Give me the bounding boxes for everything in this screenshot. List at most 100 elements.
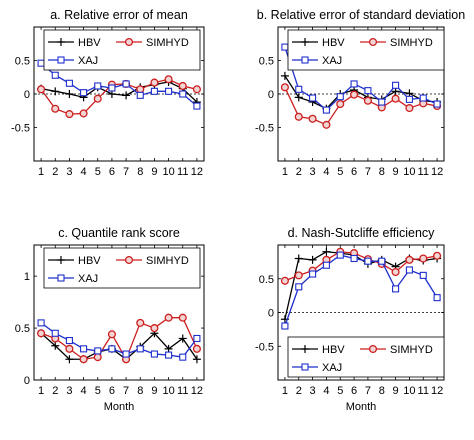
panel-d-xaj-point — [281, 322, 289, 330]
panel-a-xaj-point — [51, 71, 59, 79]
panel-d-ytick-label: -0.5 — [255, 341, 274, 353]
panel-c-legend: HBV SIMHYD XAJ — [43, 247, 201, 289]
panel-c-xaj-point — [94, 347, 102, 355]
panel-b-simhyd-point — [405, 104, 414, 113]
panel-b-legend-hbv-label: HBV — [322, 37, 345, 49]
panel-c-axes-box — [33, 244, 205, 381]
panel-d-simhyd-point — [419, 254, 428, 263]
panel-d-legend-box — [287, 336, 445, 378]
panel-a-xtick-label: 9 — [151, 166, 157, 178]
panel-d-xaj-point — [350, 254, 358, 263]
panel-b-simhyd-point — [391, 94, 400, 103]
panel-b-xtick-label: 11 — [418, 166, 429, 178]
panel-b-xtick-label: 3 — [310, 166, 316, 178]
panel-d-xaj-point — [392, 285, 400, 293]
panel-c-hbv-line — [40, 332, 198, 361]
panel-b-hbv-line — [284, 75, 438, 110]
panel-d-xtick-label: 4 — [323, 385, 329, 397]
panel-a-hbv-point — [51, 87, 60, 96]
panel-b-xaj-point — [392, 81, 400, 89]
panel-b-simhyd-line — [284, 87, 438, 126]
panel-a-xaj-point — [165, 87, 173, 95]
panel-b-xaj-point — [350, 80, 358, 88]
panel-d-xtick-label: 10 — [403, 385, 415, 397]
panel-c-hbv-point — [51, 341, 60, 350]
panel-c-simhyd-point — [107, 330, 116, 339]
panel-b-simhyd-point — [294, 112, 303, 121]
panel-b-simhyd-point — [363, 96, 372, 105]
panel-b-simhyd-point — [280, 83, 289, 92]
panel-a-simhyd-point — [136, 85, 145, 94]
panel-a-simhyd-point — [178, 81, 187, 91]
panel-c-xaj-point — [122, 350, 130, 358]
panel-a-title: a. Relative error of mean — [50, 8, 188, 22]
panel-b-xaj-point — [433, 100, 441, 108]
panel-d-hbv-point — [308, 255, 317, 264]
panel-d-ytick-label: 0.5 — [259, 274, 274, 286]
panel-b-xtick-label: 7 — [365, 166, 371, 178]
panel-a-legend-xaj-marker — [57, 56, 65, 64]
panel-d-xaj-point — [295, 283, 303, 291]
panel-c-simhyd-point — [178, 313, 187, 322]
panel-a-xtick-label: 4 — [81, 166, 87, 178]
panel-d-xtick-label: 7 — [365, 385, 371, 397]
panel-d-xtick-label: 12 — [431, 385, 443, 397]
panel-a-legend-xaj-label: XAJ — [78, 55, 98, 67]
panel-d-legend-hbv-marker — [301, 345, 309, 353]
panel-d-xtick-label: 3 — [310, 385, 316, 397]
panel-b-xaj-point — [309, 94, 317, 102]
panel-c-legend-hbv-label: HBV — [78, 255, 101, 267]
panel-d-simhyd-point — [405, 255, 414, 264]
panel-b-xaj-point — [281, 43, 289, 51]
panel-b-simhyd-point — [308, 114, 317, 123]
panel-b-title: b. Relative error of standard deviation — [257, 8, 465, 22]
panel-a-simhyd-point — [150, 78, 159, 87]
panel-d-xtick-label: 9 — [393, 385, 399, 397]
panel-c-xaj-point — [179, 353, 187, 361]
panel-d-xtick-label: 6 — [351, 385, 357, 397]
panel-d-xaj-point — [322, 261, 330, 269]
panel-d-legend-xaj-label: XAJ — [322, 362, 342, 374]
panel-c-xaj-point — [37, 319, 45, 327]
panel-a-legend-simhyd-marker — [124, 37, 134, 47]
panel-a-legend: HBV SIMHYD XAJ — [43, 29, 201, 71]
panel-c-xaj-point — [193, 334, 201, 343]
panel-b-legend-simhyd-label: SIMHYD — [390, 37, 433, 49]
panel-d-xaj-point — [364, 257, 372, 265]
panel-a-xaj-point — [80, 89, 88, 97]
panel-c-xtick-label: 4 — [81, 385, 87, 397]
panel-a-ytick-label: -0.5 — [11, 123, 30, 135]
panel-a-xaj-point — [136, 91, 144, 99]
panel-a-xaj-point — [94, 82, 102, 90]
panel-c-hbv-point — [178, 334, 187, 343]
panel-a-simhyd-point — [79, 109, 88, 118]
panel-b-xaj-point — [405, 95, 413, 103]
panel-c-xtick-label: 10 — [162, 385, 174, 397]
panel-b-xtick-label: 9 — [393, 166, 399, 178]
panel-c-ytick-label: 0 — [24, 375, 30, 387]
panel-a-simhyd-point — [51, 104, 60, 113]
panel-d-xtick-label: 5 — [337, 385, 343, 397]
panel-a-xtick-label: 12 — [191, 166, 203, 178]
panel-b-legend-simhyd-marker — [368, 37, 378, 47]
panel-a-simhyd-point — [65, 110, 74, 119]
panel-c-xtick-label: 9 — [151, 385, 157, 397]
panel-c-simhyd-point — [93, 353, 102, 362]
panel-b-xtick-label: 10 — [403, 166, 415, 178]
panel-a-xtick-label: 8 — [137, 166, 143, 178]
panel-a-xtick-label: 6 — [109, 166, 115, 178]
panel-c-xaj-point — [65, 336, 73, 345]
panel-a-xaj-point — [179, 90, 187, 98]
panel-a-simhyd-point — [37, 85, 46, 94]
panel-c-ytick-label: 1 — [24, 271, 30, 283]
panel-a-xtick-label: 10 — [162, 166, 174, 178]
panel-c-legend-simhyd-label: SIMHYD — [146, 255, 189, 267]
panel-a-hbv-point — [65, 90, 74, 98]
panel-a-xaj-point — [37, 59, 45, 67]
panel-c-simhyd-point — [136, 318, 145, 327]
panel-d-xaj-point — [433, 294, 441, 302]
